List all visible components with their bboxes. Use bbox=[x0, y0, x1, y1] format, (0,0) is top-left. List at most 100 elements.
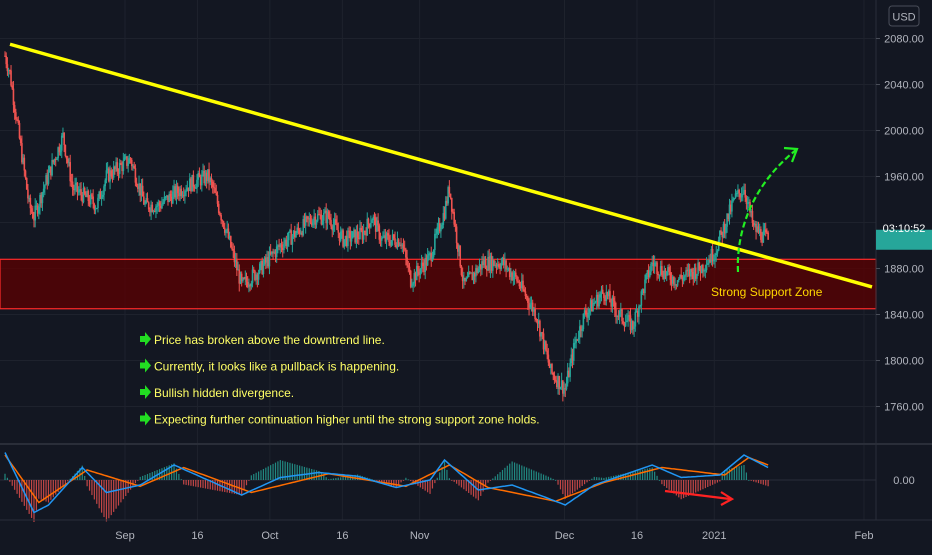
candle-body bbox=[464, 277, 466, 282]
candle-body bbox=[244, 276, 247, 279]
histogram-bar bbox=[139, 476, 141, 480]
arrow-right-icon bbox=[140, 358, 151, 373]
divergence-arrow-line bbox=[664, 489, 731, 501]
price-axis[interactable]: 2080.00 2040.00 2000.00 1960.00 1880.00 1840.… bbox=[876, 34, 924, 488]
candle-body bbox=[498, 264, 500, 268]
histogram-bar bbox=[40, 480, 42, 500]
support-zone bbox=[0, 258, 877, 310]
histogram-bar bbox=[692, 480, 694, 494]
candle-body bbox=[215, 192, 218, 195]
candle-body bbox=[367, 218, 370, 224]
candle-body bbox=[437, 223, 440, 228]
candle-body bbox=[217, 203, 220, 213]
histogram-bar bbox=[726, 469, 728, 480]
candle-body bbox=[339, 231, 342, 241]
candle-body bbox=[612, 297, 615, 301]
histogram-bar bbox=[584, 480, 586, 485]
candle-body bbox=[286, 240, 289, 246]
histogram-bar bbox=[45, 480, 47, 502]
candle-body bbox=[211, 181, 214, 188]
candle-body bbox=[207, 169, 209, 182]
candle-body bbox=[588, 309, 591, 313]
candle-body bbox=[249, 285, 251, 287]
histogram-bar bbox=[685, 480, 687, 498]
histogram-bar bbox=[654, 471, 656, 480]
candle-body bbox=[298, 230, 301, 234]
histogram-bar bbox=[410, 480, 412, 481]
candle-body bbox=[548, 362, 551, 368]
time-tick-label: Nov bbox=[410, 530, 430, 542]
candle-body bbox=[478, 264, 481, 269]
candle-body bbox=[22, 157, 24, 163]
candle-body bbox=[83, 187, 86, 194]
candle-body bbox=[92, 196, 94, 204]
candle-body bbox=[417, 265, 419, 272]
candle-body bbox=[564, 388, 567, 390]
candle-body bbox=[209, 178, 212, 183]
price-tick-label: 2000.00 bbox=[884, 126, 924, 138]
histogram-bar bbox=[385, 480, 388, 484]
note-item: Bullish hidden divergence. bbox=[140, 385, 294, 400]
candle-body bbox=[719, 230, 721, 240]
histogram-bar bbox=[540, 473, 542, 480]
histogram-bar bbox=[277, 461, 279, 480]
histogram-bar bbox=[180, 479, 182, 480]
candle-body bbox=[487, 256, 489, 271]
candle-body bbox=[42, 188, 45, 193]
candle-body bbox=[664, 270, 667, 276]
candle-body bbox=[415, 265, 418, 281]
candle-body bbox=[147, 202, 150, 210]
candle-body bbox=[557, 376, 559, 388]
downtrend-line[interactable] bbox=[9, 42, 873, 289]
time-axis[interactable]: Sep 16 Oct 16 Nov Dec 16 2021 Feb bbox=[115, 530, 873, 542]
histogram-bar bbox=[255, 472, 257, 480]
candle-body bbox=[755, 223, 757, 232]
candle-body bbox=[263, 257, 266, 265]
candle-body bbox=[635, 311, 638, 313]
note-text: Price has broken above the downtrend lin… bbox=[154, 333, 385, 347]
histogram-bar bbox=[146, 473, 149, 480]
candle-body bbox=[76, 182, 79, 193]
price-tick-label: 1760.00 bbox=[884, 402, 924, 414]
candle-body bbox=[432, 250, 435, 257]
histogram-bar bbox=[62, 480, 64, 487]
candle-body bbox=[248, 285, 250, 287]
candle-body bbox=[308, 218, 311, 220]
candle-body bbox=[653, 262, 656, 267]
time-tick-label: 16 bbox=[336, 530, 348, 542]
candle-body bbox=[47, 172, 50, 184]
time-tick-label: Sep bbox=[115, 530, 135, 542]
candle-body bbox=[754, 223, 756, 226]
histogram-bar bbox=[721, 475, 723, 480]
candle-body bbox=[687, 269, 690, 271]
candle-body bbox=[75, 182, 78, 186]
histogram-bar bbox=[226, 480, 228, 493]
candle-body bbox=[190, 178, 192, 192]
histogram-bar bbox=[407, 479, 409, 481]
candle-body bbox=[547, 354, 550, 363]
histogram-bar bbox=[270, 465, 272, 480]
histogram-bar bbox=[581, 480, 583, 486]
candle-body bbox=[5, 55, 8, 65]
histogram-bar bbox=[168, 465, 170, 480]
candle-body bbox=[535, 318, 538, 320]
candle-body bbox=[353, 229, 355, 232]
histogram-bar bbox=[690, 480, 692, 495]
candle-body bbox=[301, 232, 303, 236]
candle-body bbox=[693, 267, 696, 280]
histogram-bar bbox=[499, 472, 501, 480]
candle-body bbox=[708, 259, 710, 264]
candle-body bbox=[667, 267, 669, 272]
currency-button[interactable]: USD bbox=[888, 5, 920, 27]
candle-body bbox=[51, 160, 53, 176]
histogram-bar bbox=[487, 480, 489, 483]
histogram-bar bbox=[513, 462, 516, 480]
candle-body bbox=[506, 268, 509, 270]
candle-body bbox=[583, 310, 586, 314]
candle-body bbox=[205, 172, 208, 182]
candle-body bbox=[70, 181, 73, 183]
candle-body bbox=[380, 237, 383, 241]
histogram-bar bbox=[115, 480, 117, 509]
